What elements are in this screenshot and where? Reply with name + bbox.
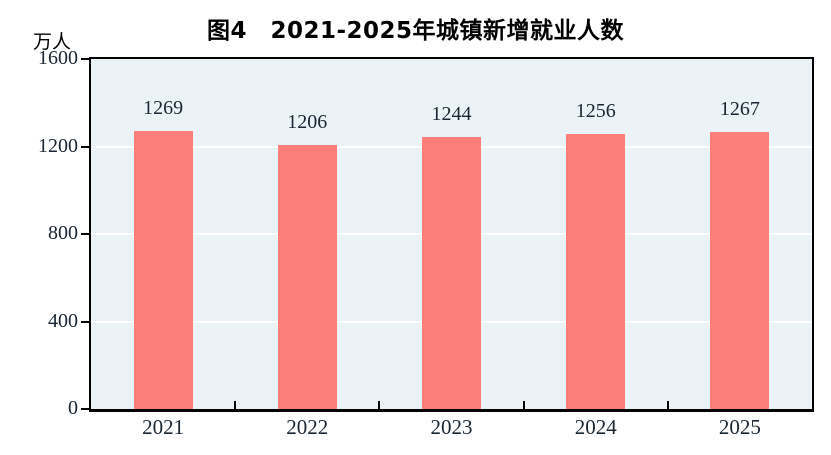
y-axis-label-1600: 1600 [38,47,78,69]
x-axis-label-2022: 2022 [286,415,329,439]
bar-value-label-2021: 1269 [143,97,184,120]
bar-value-label-2025: 1267 [719,97,760,120]
x-axis-tick-1 [234,401,237,409]
bar-value-label-2022: 1206 [287,111,328,134]
y-axis-tick-800 [81,233,89,235]
bar-2022 [277,145,337,409]
y-axis-tick-0 [81,408,89,410]
x-axis-tick-4 [666,401,669,409]
y-axis-unit-label: 万人 [33,32,72,53]
x-axis-label-2025: 2025 [718,415,761,439]
x-axis-tick-2 [378,401,381,409]
x-axis-label-2024: 2024 [574,415,617,439]
y-axis-label-1200: 1200 [38,134,78,157]
x-axis-label-2023: 2023 [430,415,473,439]
bar-2024 [566,134,626,409]
x-axis-tick-3 [522,401,525,409]
y-axis-label-400: 400 [48,309,78,332]
y-axis-label-800: 800 [48,222,78,244]
y-axis-tick-400 [81,320,89,323]
y-axis-tick-1200 [81,145,89,148]
chart-title: 图4 2021-2025年城镇新增就业人数 [206,18,625,44]
y-axis-label-0: 0 [68,397,78,419]
bar-value-label-2024: 1256 [575,100,616,123]
x-axis-label-2021: 2021 [142,415,185,439]
bar-2021 [133,131,193,409]
bar-2023 [422,136,481,409]
y-axis-tick-1600 [81,58,89,60]
bar-value-label-2023: 1244 [431,102,472,125]
plot-area: 1269 1206 1244 1256 1267 [89,57,814,412]
bar-2025 [710,131,770,409]
